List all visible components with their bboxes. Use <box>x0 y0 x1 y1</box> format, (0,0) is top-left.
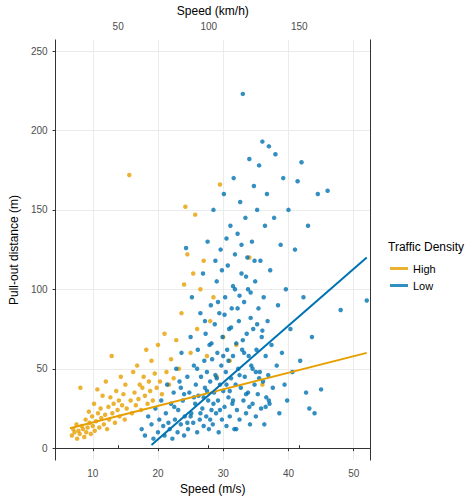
svg-text:100: 100 <box>31 284 48 295</box>
svg-text:40: 40 <box>283 468 295 479</box>
svg-text:50: 50 <box>348 468 360 479</box>
svg-text:150: 150 <box>291 21 308 32</box>
svg-text:10: 10 <box>87 468 99 479</box>
svg-text:Low: Low <box>413 280 433 292</box>
svg-text:30: 30 <box>218 468 230 479</box>
svg-text:20: 20 <box>152 468 164 479</box>
svg-text:150: 150 <box>31 204 48 215</box>
svg-text:Speed (km/h): Speed (km/h) <box>177 4 249 18</box>
svg-text:200: 200 <box>31 125 48 136</box>
svg-text:50: 50 <box>113 21 125 32</box>
svg-text:0: 0 <box>42 443 48 454</box>
svg-text:250: 250 <box>31 46 48 57</box>
svg-text:High: High <box>413 263 436 275</box>
svg-text:Pull-out distance (m): Pull-out distance (m) <box>7 195 21 305</box>
svg-text:100: 100 <box>200 21 217 32</box>
svg-text:50: 50 <box>36 363 48 374</box>
svg-text:Traffic Density: Traffic Density <box>388 240 464 254</box>
svg-text:Speed (m/s): Speed (m/s) <box>180 482 245 496</box>
